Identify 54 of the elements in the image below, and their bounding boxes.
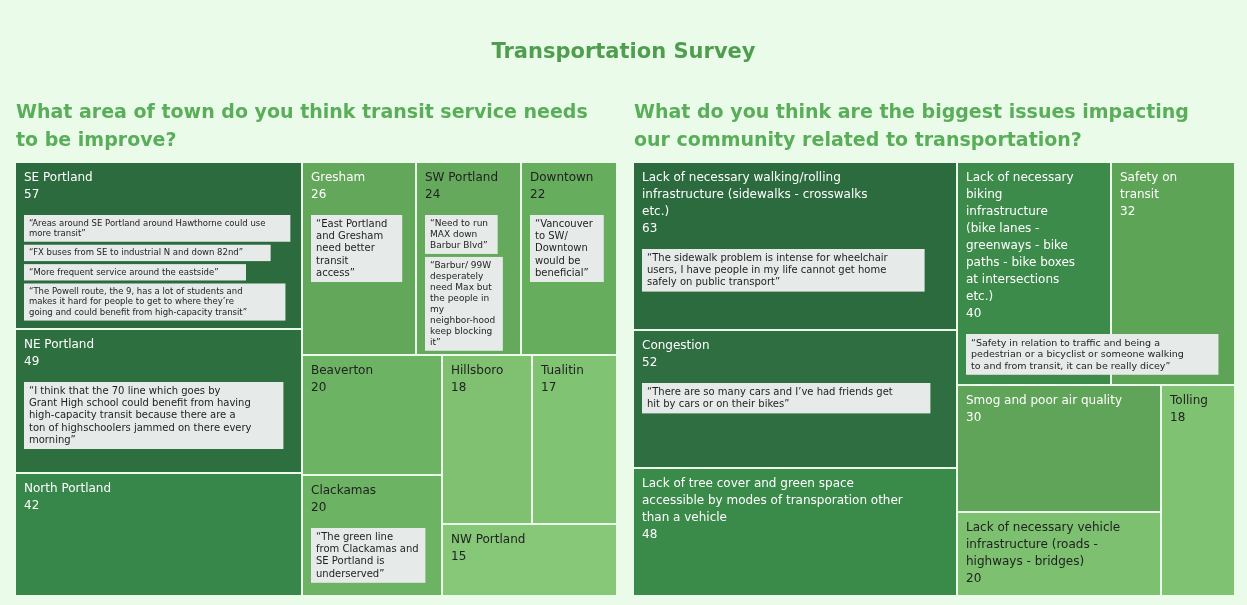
data-label: 24 <box>425 187 441 201</box>
text: “The green line from Clackamas and SE Portland is underserved” <box>316 531 419 579</box>
text: What area of town do you think transit service needs to be improve? <box>16 100 588 150</box>
category-label: Safety on transit <box>1120 170 1178 201</box>
data-label: 42 <box>24 498 40 512</box>
data-label: 20 <box>311 380 327 394</box>
text: “The Powell route, the 9, has a lot of students and makes it hard for people to get to where they’re going and could benefit from high-capacity transit” <box>29 285 248 317</box>
data-label: 18 <box>1170 410 1186 424</box>
text: “Safety in relation to traffic and being a pedestrian or a bicyclist or someone walking to and from transit, it can be really dicey” <box>971 336 1184 371</box>
text: “The sidewalk problem is intense for wheelchair users, I have people in my life cannot get home safely on public transport” <box>647 252 888 288</box>
data-label: 26 <box>311 187 327 201</box>
category-label: Lack of necessary vehicle infrastructure (roads - highways - bridges) <box>966 520 1121 568</box>
category-label: Gresham <box>311 170 366 184</box>
text: “There are so many cars and I’ve had friends get hit by cars or on their bikes” <box>647 386 893 410</box>
text: “Vancouver to SW/ Downtown would be beneficial” <box>535 218 593 278</box>
category-label: Smog and poor air quality <box>966 393 1123 407</box>
category-label: NE Portland <box>24 337 95 351</box>
text: “More frequent service around the eastside” <box>29 266 219 277</box>
category-label: SW Portland <box>425 170 498 184</box>
data-label: 40 <box>966 306 982 320</box>
category-label: Lack of necessary walking/rolling infrastructure (sidewalks - crosswalks etc.) <box>642 170 868 218</box>
data-label: 49 <box>24 354 40 368</box>
category-label: Tolling <box>1169 393 1208 407</box>
category-label: Beaverton <box>311 363 374 377</box>
data-label: 17 <box>541 380 557 394</box>
data-label: 52 <box>642 355 658 369</box>
data-label: 32 <box>1120 204 1136 218</box>
text: Transportation Survey <box>491 39 756 63</box>
category-label: NW Portland <box>451 532 526 546</box>
text: “East Portland and Gresham need better transit access” <box>316 218 388 278</box>
category-label: Downtown <box>530 170 594 184</box>
category-label: Tualitin <box>540 363 584 377</box>
text: “Areas around SE Portland around Hawthorne could use more transit” <box>29 217 266 238</box>
category-label: Hillsboro <box>451 363 504 377</box>
data-label: 20 <box>311 500 327 514</box>
text: “Need to run MAX down Barbur Blvd” <box>430 218 489 250</box>
data-label: 57 <box>24 187 40 201</box>
category-label: Lack of necessary biking infrastructure (bike lanes - greenways - bike paths - bike boxes at intersections etc.) <box>966 170 1076 303</box>
category-label: Clackamas <box>311 483 377 497</box>
data-label: 30 <box>966 410 982 424</box>
data-label: 15 <box>451 549 467 563</box>
text: “Barbur/ 99W desperately need Max but the people in my neighbor-hood keep blocking it” <box>430 259 496 347</box>
data-label: 20 <box>966 571 982 585</box>
category-label: Congestion <box>642 338 710 352</box>
category-label: SE Portland <box>24 170 93 184</box>
category-label: Lack of tree cover and green space accessible by modes of transporation other than a vehicle <box>642 476 903 524</box>
data-label: 48 <box>642 527 658 541</box>
text: “I think that the 70 line which goes by Grant High school could benefit from having high-capacity transit because there are a ton of highschoolers jammed on there every morning” <box>29 385 252 445</box>
data-label: 63 <box>642 221 658 235</box>
text: What do you think are the biggest issues impacting our community related to transportation? <box>634 100 1189 150</box>
data-label: 22 <box>530 187 546 201</box>
category-label: North Portland <box>24 481 112 495</box>
data-label: 18 <box>451 380 467 394</box>
text: “FX buses from SE to industrial N and down 82nd” <box>29 247 244 258</box>
